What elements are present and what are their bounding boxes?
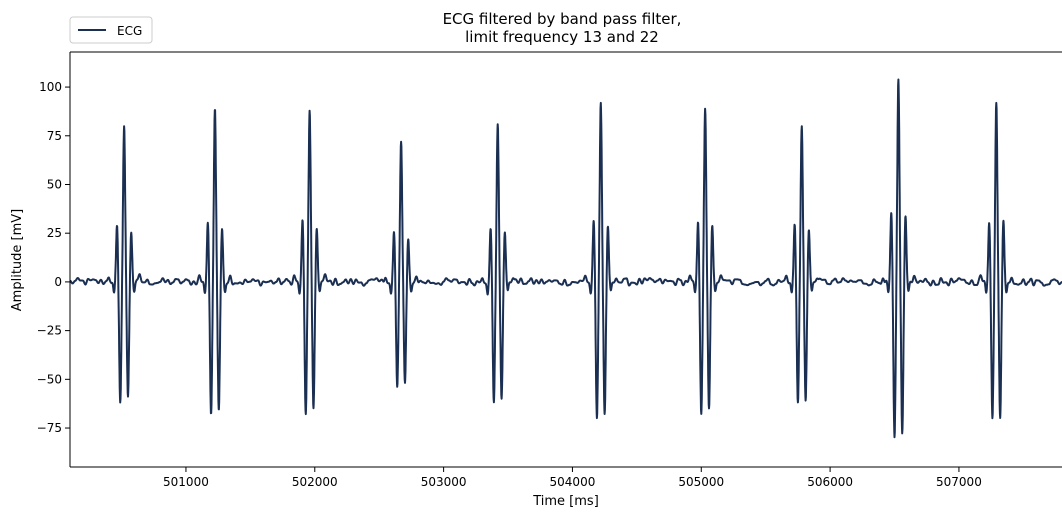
y-axis-ticks: 100 75 50 25 0 −25 −50 −75 (37, 80, 70, 435)
plot-area (69, 78, 1062, 439)
x-tick-label: 504000 (550, 475, 596, 489)
x-axis-label: Time [ms] (532, 494, 599, 509)
y-axis-label: Amplitude [mV] (10, 209, 25, 311)
series-line-ecg (69, 78, 1062, 439)
y-tick-label: 100 (39, 80, 62, 94)
chart-title: ECG filtered by band pass filter, limit … (443, 10, 682, 46)
y-tick-label: −50 (37, 372, 62, 386)
x-tick-label: 507000 (936, 475, 982, 489)
legend-label-ecg: ECG (117, 24, 142, 38)
y-tick-label: 75 (47, 129, 62, 143)
legend: ECG (69, 16, 153, 44)
y-tick-label: 25 (47, 226, 62, 240)
legend-frame (69, 16, 153, 44)
x-axis-ticks: 501000 502000 503000 504000 505000 506000 5070… (163, 467, 982, 489)
y-tick-label: −75 (37, 421, 62, 435)
y-tick-label: 0 (54, 275, 62, 289)
y-tick-label: 50 (47, 177, 62, 191)
y-tick-label: −25 (37, 324, 62, 338)
x-tick-label: 501000 (163, 475, 209, 489)
x-tick-label: 505000 (678, 475, 724, 489)
x-tick-label: 502000 (292, 475, 338, 489)
chart-title-line-2: limit frequency 13 and 22 (465, 28, 659, 46)
axes-frame (69, 51, 1062, 468)
chart-title-line-1: ECG filtered by band pass filter, (443, 10, 682, 28)
x-tick-label: 506000 (807, 475, 853, 489)
x-tick-label: 503000 (421, 475, 467, 489)
